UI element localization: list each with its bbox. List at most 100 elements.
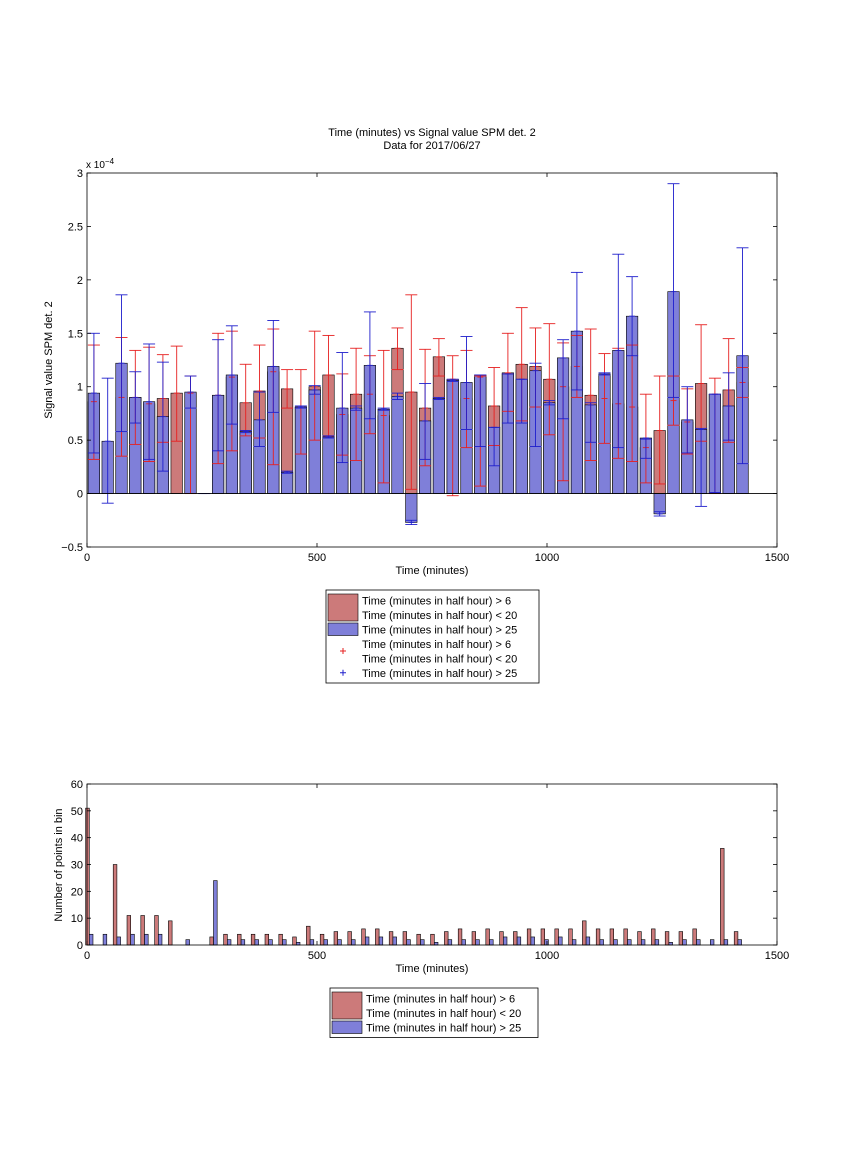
red-count-bar [485,928,490,946]
blue-bar [322,436,335,494]
signal-chart-legend: Time (minutes in half hour) > 6 Time (min… [325,589,540,684]
blue-count-bar [475,939,480,946]
red-count-bar [85,807,90,946]
count-chart-xlabel: Time (minutes) [396,963,469,975]
red-count-bar [623,928,628,946]
red-count-bar [692,928,697,946]
blue-count-bar [392,936,397,946]
blue-count-bar [627,939,632,946]
signal-ytick-label: −0.5 [61,542,83,554]
count-xtick-label: 500 [308,950,326,962]
blue-count-bar [144,933,149,946]
blue-count-bar [544,939,549,946]
legend-label: Time (minutes in half hour) > 25 [366,1023,521,1035]
red-count-bar [430,933,435,946]
blue-count-bar [185,939,190,946]
red-count-bar [582,920,587,946]
blue-count-bar [158,933,163,946]
blue-count-bar [668,942,673,946]
blue-bar [239,431,252,494]
red-count-bar [733,931,739,946]
signal-plot-area: 0 500 1000 1500−0.500.511.522.53 [61,168,789,564]
red-count-bar [278,933,283,946]
blue-count-bar [89,933,94,946]
legend-label: Time (minutes in half hour) < 20 [362,654,517,666]
red-count-bar [540,928,546,946]
blue-count-bar [585,936,591,946]
blue-bar [391,396,404,494]
count-plot-area: 0 500 1000 1500 0 10 20 30 40 50 60 [71,779,789,962]
blue-count-bar [240,939,246,946]
blue-count-bar [489,939,494,946]
legend-label: Time (minutes in half hour) > 6 [366,994,515,1006]
count-ytick-label: 60 [71,779,83,791]
red-count-bar [402,931,407,946]
count-axes-frame [86,783,778,946]
blue-count-bar [130,933,135,946]
signal-ytick-label: 3 [77,168,83,180]
red-count-bar [471,931,476,946]
signal-ytick-label: 0.5 [68,435,83,447]
blue-count-bar [337,939,342,946]
signal-chart-title: Time (minutes) vs Signal value SPM det. … [328,127,535,139]
count-xtick-label: 0 [84,950,90,962]
signal-chart-xlabel: Time (minutes) [396,565,469,577]
red-count-bar [678,931,684,946]
count-chart: 0 500 1000 1500 0 10 20 30 40 50 60 Time (minutes)… [53,779,789,1038]
legend-label: Time (minutes in half hour) > 6 [362,639,511,651]
blue-count-bar [447,939,453,946]
blue-count-bar [530,936,535,946]
blue-count-bar [420,939,425,946]
red-count-bar [554,928,559,946]
blue-count-bar [737,939,742,946]
count-chart-ylabel: Number of points in bin [53,808,65,921]
signal-ytick-label: 2.5 [68,221,83,233]
red-count-bar [444,931,449,946]
legend-patch [331,1020,363,1034]
red-count-bar [154,915,159,946]
red-count-bar [209,936,214,946]
legend-patch [327,593,359,622]
red-count-bar [568,928,573,946]
blue-count-bar [433,942,439,946]
blue-bar [405,493,418,523]
count-xtick-label: 1500 [765,950,789,962]
red-count-bar [499,931,504,946]
signal-xtick-label: 0 [84,552,90,564]
signal-chart-ylabel: Signal value SPM det. 2 [43,301,55,418]
blue-bar [281,471,294,494]
signal-ytick-label: 0 [77,489,83,501]
legend-label: Time (minutes in half hour) > 6 [362,596,511,608]
red-count-bar [347,931,352,946]
blue-count-bar [295,942,301,946]
signal-xtick-label: 1000 [535,552,559,564]
red-count-bar [651,928,656,946]
red-count-bar [292,936,297,946]
red-count-bar [140,915,145,946]
signal-chart-subtitle: Data for 2017/06/27 [383,140,480,152]
blue-count-bar [640,939,646,946]
blue-count-bar [227,939,232,946]
legend-label: Time (minutes in half hour) < 20 [366,1008,521,1020]
legend-label: Time (minutes in half hour) < 20 [362,610,517,622]
blue-count-bar [709,939,715,946]
red-count-bar [595,928,601,946]
blue-count-bar [323,939,328,946]
signal-ytick-label: 1.5 [68,328,83,340]
blue-count-bar [351,939,356,946]
blue-count-bar [571,939,577,946]
blue-bar [653,493,666,515]
red-count-bar [388,931,394,946]
count-xtick-label: 1000 [535,950,559,962]
red-count-bar [333,931,338,946]
legend-label: Time (minutes in half hour) > 25 [362,625,517,637]
red-count-bar [237,933,242,946]
count-ytick-label: 20 [71,886,83,898]
blue-count-bar [364,936,370,946]
red-count-bar [457,928,463,946]
blue-count-bar [102,933,108,946]
blue-count-bar [516,936,522,946]
signal-chart: Time (minutes) vs Signal value SPM det. … [43,127,789,684]
count-ytick-label: 40 [71,833,83,845]
